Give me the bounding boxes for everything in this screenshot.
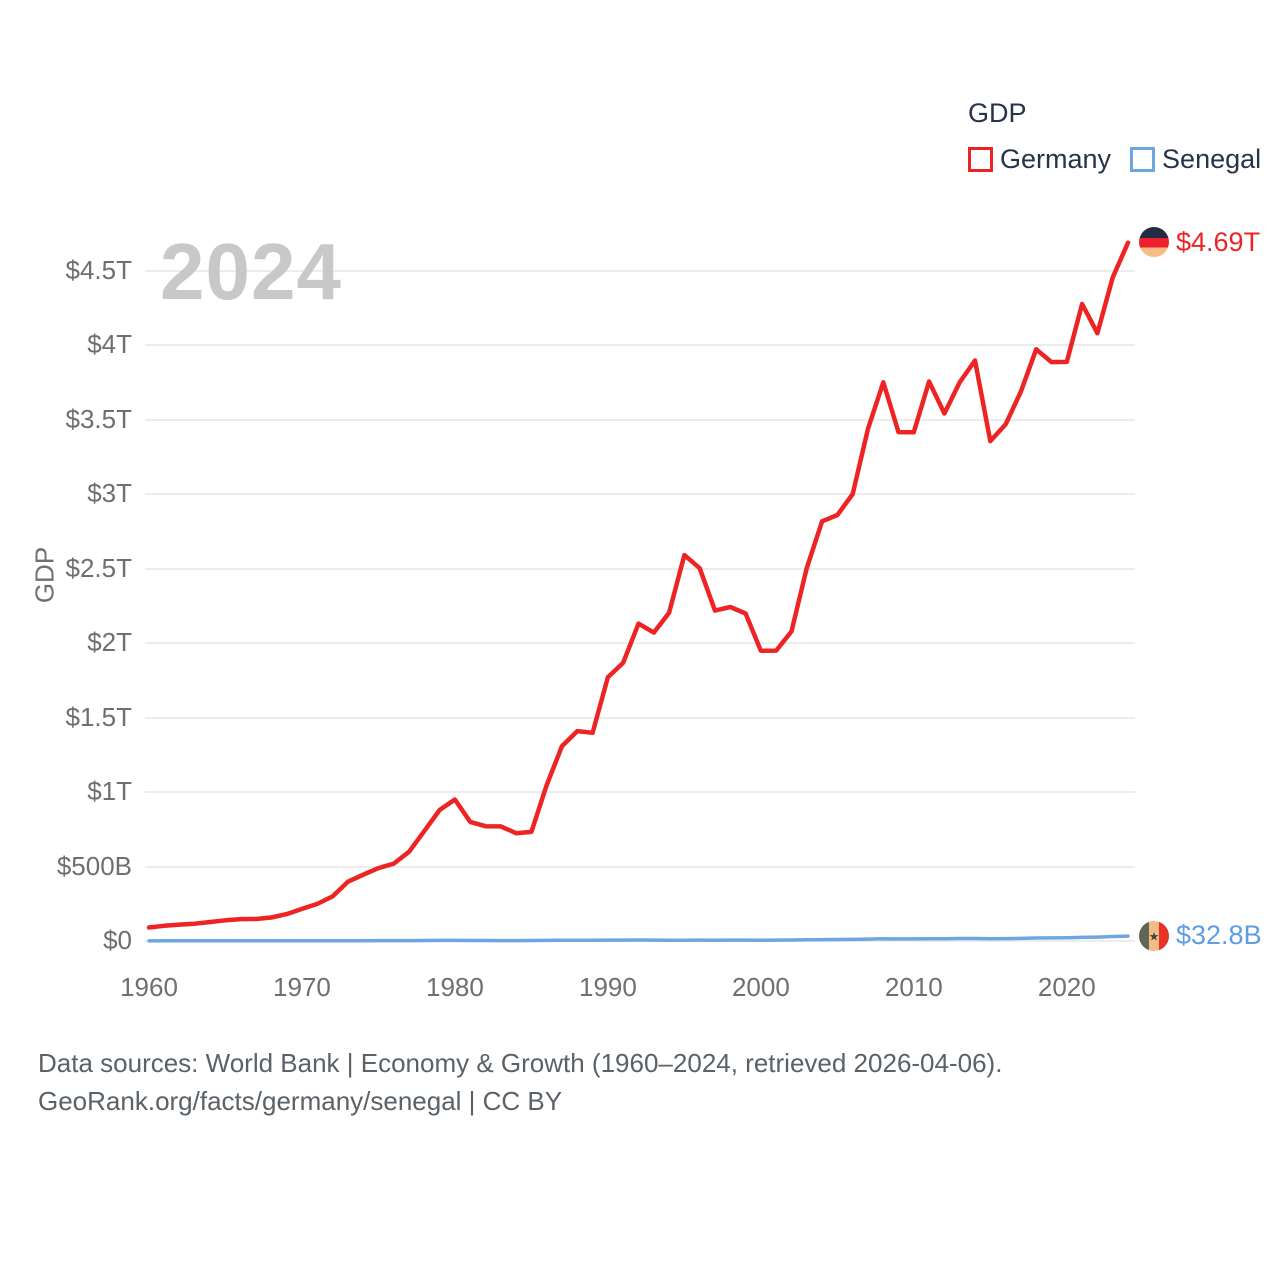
gridline	[145, 716, 1135, 719]
germany-swatch-icon	[968, 147, 993, 172]
gridline	[145, 493, 1135, 496]
y-tick-label: $2T	[87, 627, 132, 658]
watermark-year: 2024	[160, 227, 342, 316]
germany-series-line	[146, 240, 1131, 930]
senegal-series-line	[147, 934, 1130, 943]
y-tick-label: $1T	[87, 776, 132, 807]
y-tick-label: $4.5T	[65, 255, 133, 285]
x-tick-label: 2000	[731, 972, 790, 1002]
footer: Data sources: World Bank | Economy & Gro…	[38, 1044, 1002, 1120]
gridline	[145, 865, 1135, 868]
legend-title: GDP	[968, 98, 1027, 128]
senegal-swatch-icon	[1130, 147, 1156, 172]
x-tick-label: 1960	[120, 972, 178, 1002]
gridline	[145, 418, 1135, 421]
y-tick-label: $4T	[87, 329, 132, 360]
y-tick-label: $3T	[87, 478, 132, 509]
senegal-end-label: ★ $32.8B	[1139, 920, 1262, 951]
y-tick-label: $2.5T	[65, 552, 133, 583]
senegal-flag-icon: ★	[1139, 920, 1169, 951]
germany-end-label: $4.69T	[1139, 227, 1260, 258]
gridline	[145, 270, 1135, 272]
y-tick-label: $1.5T	[65, 701, 133, 732]
x-tick-label: 1970	[273, 972, 331, 1002]
y-tick-label: $0	[103, 925, 132, 955]
x-tick-label: 2010	[884, 972, 943, 1002]
attribution-text: GeoRank.org/facts/germany/senegal | CC B…	[38, 1086, 563, 1116]
germany-flag-icon	[1139, 227, 1169, 258]
gridline	[145, 567, 1135, 570]
legend-row: Germany Senegal	[968, 144, 1261, 175]
svg-text:★: ★	[1149, 929, 1160, 943]
x-tick-label: 2020	[1037, 972, 1096, 1002]
y-tick-label: $3.5T	[65, 403, 133, 434]
x-tick-label: 1990	[578, 972, 637, 1002]
legend: GDP Germany Senegal	[968, 98, 1261, 175]
gridline	[145, 344, 1135, 347]
legend-item-germany[interactable]: Germany	[968, 144, 1111, 175]
y-tick-label: $500B	[56, 850, 132, 881]
gridline	[145, 642, 1135, 645]
legend-item-label: Senegal	[1162, 144, 1262, 174]
legend-item-label: Germany	[1000, 144, 1112, 174]
data-sources-text: Data sources: World Bank | Economy & Gro…	[38, 1048, 1003, 1078]
senegal-end-value: $32.8B	[1176, 920, 1262, 951]
gridline	[145, 791, 1135, 794]
germany-end-value: $4.69T	[1176, 226, 1261, 257]
x-tick-label: 1980	[426, 972, 484, 1002]
legend-item-senegal[interactable]: Senegal	[1130, 144, 1261, 175]
